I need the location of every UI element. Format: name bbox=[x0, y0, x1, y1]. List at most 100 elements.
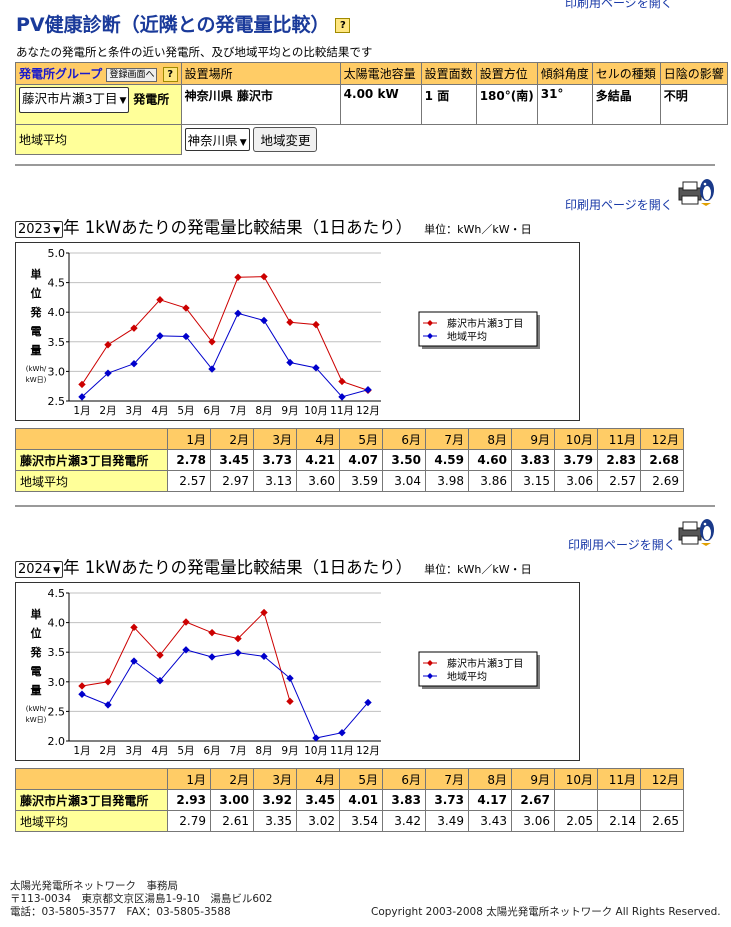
region-value-cell: 3.59 bbox=[339, 470, 383, 492]
region-value-cell: 3.43 bbox=[468, 810, 512, 832]
plant-value-cell: 4.07 bbox=[339, 449, 383, 471]
month-header: 5月 bbox=[339, 428, 383, 450]
print-page-link-top[interactable]: 印刷用ページを開く bbox=[565, 0, 673, 11]
table-row: 藤沢市片瀬3丁目発電所 2.93 3.00 3.92 3.45 4.01 3.83 3.73 4… bbox=[15, 789, 684, 811]
legend-box bbox=[418, 651, 538, 687]
data-table: 1月 2月 3月 4月 5月 6月 7月 8月 9月 10月 11月 12月 藤沢市片瀬3丁目発電所 2.… bbox=[15, 428, 684, 492]
year-select[interactable]: 2023 ▼ bbox=[15, 221, 64, 238]
region-value-cell: 2.61 bbox=[210, 810, 254, 832]
x-tick-label: 8月 bbox=[255, 745, 272, 757]
y-axis-label: 電 bbox=[31, 665, 42, 678]
chevron-down-icon: ▼ bbox=[119, 96, 127, 106]
data-point bbox=[338, 393, 346, 401]
year-select[interactable]: 2024 ▼ bbox=[15, 561, 64, 578]
series-line bbox=[81, 312, 369, 398]
region-select[interactable]: 神奈川県 ▼ bbox=[184, 128, 250, 152]
help-icon[interactable]: ? bbox=[162, 67, 178, 82]
header-cell-type: セルの種類 bbox=[591, 62, 661, 85]
region-value-cell: 3.60 bbox=[296, 470, 340, 492]
printer-icon[interactable] bbox=[677, 176, 715, 211]
y-axis-label: 単 bbox=[31, 267, 42, 281]
location-value: 神奈川県 藤沢市 bbox=[180, 84, 341, 125]
data-point bbox=[104, 369, 112, 377]
region-value-cell: 2.79 bbox=[167, 810, 211, 832]
legend-label: 地域平均 bbox=[447, 670, 487, 683]
table-row: 藤沢市片瀬3丁目発電所 2.78 3.45 3.73 4.21 4.07 3.50 4.59 4… bbox=[15, 449, 684, 471]
x-tick-label: 6月 bbox=[203, 745, 220, 757]
plant-value-cell: 2.93 bbox=[167, 789, 211, 811]
month-header: 9月 bbox=[511, 428, 555, 450]
x-tick-label: 12月 bbox=[356, 745, 380, 757]
month-header: 12月 bbox=[640, 428, 684, 450]
data-point bbox=[208, 365, 216, 373]
plant-value-cell: 4.17 bbox=[468, 789, 512, 811]
plant-value-cell: 3.45 bbox=[210, 449, 254, 471]
printer-icon[interactable] bbox=[677, 516, 715, 551]
table-header-row: 1月 2月 3月 4月 5月 6月 7月 8月 9月 10月 11月 12月 bbox=[15, 768, 684, 790]
footer-copyright: Copyright 2003-2008 太陽光発電所ネットワーク All Rig… bbox=[371, 906, 721, 918]
x-tick-label: 7月 bbox=[229, 745, 246, 757]
region-value-cell: 2.05 bbox=[554, 810, 598, 832]
month-header: 1月 bbox=[167, 428, 211, 450]
data-point bbox=[364, 386, 372, 394]
plant-value-cell: 3.79 bbox=[554, 449, 598, 471]
unit-label: 単位：kWh／kW・日 bbox=[424, 223, 532, 236]
month-header: 5月 bbox=[339, 768, 383, 790]
header-capacity: 太陽電池容量 bbox=[339, 62, 422, 85]
data-point bbox=[182, 304, 190, 312]
footer-address: 〒113-0034 東京都文京区湯島1-9-10 湯島ビル602 bbox=[10, 893, 273, 905]
print-link-text[interactable]: 印刷用ページを開く bbox=[565, 0, 673, 10]
legend-marker bbox=[427, 333, 433, 339]
data-point bbox=[156, 332, 164, 340]
print-page-link[interactable]: 印刷用ページを開く bbox=[568, 538, 676, 552]
region-change-button[interactable]: 地域変更 bbox=[253, 127, 318, 153]
y-tick-label: 5.0 bbox=[48, 247, 66, 260]
data-point bbox=[234, 309, 242, 318]
line-chart-svg: 2.02.53.03.54.04.51月 2月 3月 4月 5月 6月 7月 8月 9月 10月 1… bbox=[26, 587, 540, 757]
data-point bbox=[130, 359, 138, 368]
y-axis-label: 発 bbox=[30, 305, 43, 319]
region-label: 地域平均 bbox=[15, 124, 182, 155]
month-header: 2月 bbox=[210, 768, 254, 790]
plant-value-cell bbox=[640, 789, 684, 811]
region-value-cell: 2.57 bbox=[167, 470, 211, 492]
data-point bbox=[312, 734, 320, 742]
data-point bbox=[260, 608, 268, 617]
y-tick-label: 3.0 bbox=[48, 676, 66, 689]
data-point bbox=[156, 676, 164, 685]
y-tick-label: 3.0 bbox=[48, 365, 66, 378]
x-tick-label: 3月 bbox=[125, 405, 142, 417]
plant-value-cell: 4.21 bbox=[296, 449, 340, 471]
series-line bbox=[81, 611, 291, 702]
cell-type-value: 多結晶 bbox=[591, 84, 661, 125]
x-tick-label: 9月 bbox=[281, 405, 298, 417]
region-value-cell: 3.54 bbox=[339, 810, 383, 832]
month-header: 6月 bbox=[382, 768, 426, 790]
month-header: 4月 bbox=[296, 428, 340, 450]
data-point bbox=[286, 674, 294, 682]
y-axis-label: (kWh/ bbox=[26, 365, 47, 373]
plant-select[interactable]: 藤沢市片瀬3丁目 ▼ bbox=[19, 87, 130, 113]
x-tick-label: 12月 bbox=[356, 405, 380, 417]
y-tick-label: 2.5 bbox=[48, 395, 66, 408]
help-icon[interactable]: ? bbox=[335, 18, 351, 33]
plant-value-cell: 3.50 bbox=[382, 449, 426, 471]
register-button[interactable]: 登録画面へ bbox=[106, 67, 158, 82]
plant-value-cell: 3.73 bbox=[425, 789, 469, 811]
x-tick-label: 2月 bbox=[99, 405, 116, 417]
y-axis-label: 位 bbox=[31, 626, 42, 640]
print-page-link[interactable]: 印刷用ページを開く bbox=[565, 198, 673, 212]
table-corner bbox=[15, 768, 168, 790]
table-corner bbox=[15, 428, 168, 450]
y-axis-label: kW日) bbox=[26, 716, 47, 724]
x-tick-label: 5月 bbox=[177, 745, 194, 757]
line-chart: 2.5 3.0 3.5 4.0 4.5 5.0 1月 2月 3月 4月 5月 6月 7月 8月 9月 10月 1… bbox=[15, 242, 580, 421]
plant-value-cell: 3.45 bbox=[296, 789, 340, 811]
data-point bbox=[104, 678, 112, 686]
row-label-region: 地域平均 bbox=[15, 470, 168, 492]
plant-value-cell: 3.00 bbox=[210, 789, 254, 811]
divider bbox=[15, 164, 715, 166]
data-point bbox=[260, 272, 268, 281]
region-value-cell: 3.86 bbox=[468, 470, 512, 492]
x-tick-label: 11月 bbox=[330, 405, 354, 417]
